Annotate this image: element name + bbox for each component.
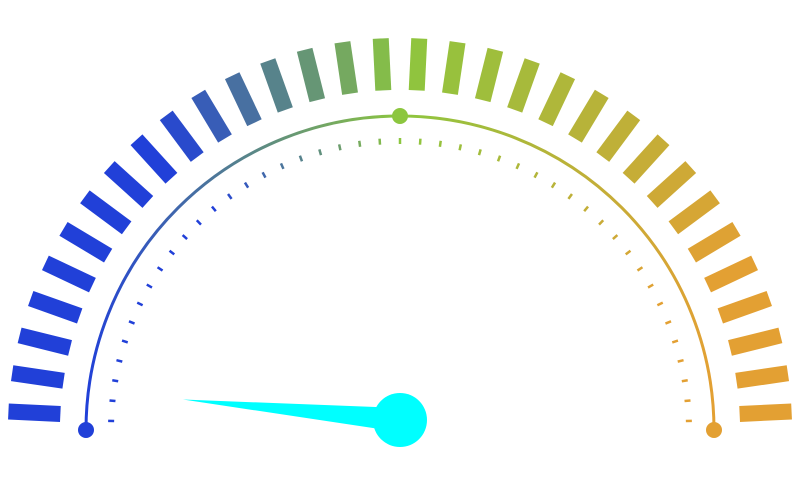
gauge-minor-tick xyxy=(156,266,164,272)
gauge-minor-tick xyxy=(298,155,304,162)
gauge-segment xyxy=(10,365,65,389)
gauge-segment xyxy=(334,41,358,95)
gauge-minor-tick xyxy=(598,219,605,226)
gauge-minor-tick xyxy=(671,339,679,344)
gauge-segment xyxy=(668,190,720,235)
gauge-segment xyxy=(17,327,72,356)
gauge-segment xyxy=(596,110,641,162)
gauge-minor-tick xyxy=(146,283,153,289)
gauge-segment xyxy=(507,58,540,113)
gauge-minor-tick xyxy=(550,181,557,189)
gauge-minor-tick xyxy=(181,234,188,240)
gauge-minor-tick xyxy=(681,378,688,383)
gauge-segment xyxy=(728,327,783,356)
gauge-segment xyxy=(408,38,428,91)
gauge-minor-tick xyxy=(195,219,202,226)
gauge-minor-tick xyxy=(677,358,684,363)
gauge-minor-tick xyxy=(210,205,217,213)
gauge-minor-tick xyxy=(109,399,116,403)
gauge-minor-tick xyxy=(515,162,521,170)
gauge-segment xyxy=(568,89,609,143)
gauge-segment xyxy=(646,161,697,208)
gauge-minor-ticks xyxy=(108,138,692,423)
gauge-start-dot xyxy=(78,422,94,438)
gauge-segment xyxy=(739,403,792,422)
gauge-segment xyxy=(735,365,790,389)
gauge-segment xyxy=(474,47,504,103)
gauge-minor-tick xyxy=(477,149,482,156)
gauge-segment xyxy=(59,222,113,263)
gauge-segment xyxy=(704,255,759,293)
gauge-minor-tick xyxy=(647,283,654,289)
gauge-minor-tick xyxy=(243,181,250,189)
gauge-minor-tick xyxy=(112,378,119,383)
gauge-minor-tick xyxy=(438,140,442,147)
gauge-minor-tick xyxy=(168,249,176,256)
gauge-minor-tick xyxy=(684,399,691,403)
gauge-minor-tick xyxy=(583,205,590,213)
gauge-segment xyxy=(224,72,262,127)
gauge-minor-tick xyxy=(458,144,463,151)
gauge-end-dot xyxy=(706,422,722,438)
gauge-minor-tick xyxy=(136,301,144,307)
gauge-segment xyxy=(717,290,772,324)
gauge-segment xyxy=(41,255,96,293)
gauge-segment xyxy=(296,47,326,103)
gauge-needle xyxy=(182,399,402,432)
gauge-segment xyxy=(103,161,154,208)
gauge-minor-tick xyxy=(656,301,664,307)
gauge-minor-tick xyxy=(116,358,123,363)
gauge-segment xyxy=(260,58,293,113)
gauge-segment xyxy=(80,190,132,235)
gauge-minor-tick xyxy=(636,266,644,272)
gauge-segment xyxy=(159,110,204,162)
gauge-minor-tick xyxy=(337,144,342,151)
gauge-segment xyxy=(191,89,232,143)
gauge-minor-tick xyxy=(128,320,136,325)
gauge-minor-tick xyxy=(612,234,619,240)
gauge-arc xyxy=(84,114,716,431)
gauge-segment xyxy=(8,403,61,422)
gauge-segment xyxy=(442,41,466,95)
gauge-segment xyxy=(622,134,670,184)
gauge-segment xyxy=(130,134,178,184)
gauge-segment xyxy=(687,222,741,263)
gauge-minor-tick xyxy=(496,155,502,162)
gauge-minor-tick xyxy=(121,339,129,344)
gauge-mid-dot xyxy=(392,108,408,124)
gauge-needle-hub xyxy=(373,393,427,447)
gauge-segments xyxy=(8,38,792,422)
gauge-segment xyxy=(372,38,392,91)
gauge-minor-tick xyxy=(279,162,285,170)
gauge-minor-tick xyxy=(227,193,233,200)
gauge-minor-tick xyxy=(358,140,362,147)
gauge-minor-tick xyxy=(318,149,323,156)
gauge-minor-tick xyxy=(533,171,539,179)
gauge-minor-tick xyxy=(567,193,573,200)
gauge-segment xyxy=(538,72,576,127)
gauge-segment xyxy=(28,290,83,324)
gauge-minor-tick xyxy=(261,171,267,179)
gauge-minor-tick xyxy=(624,249,632,256)
gauge-minor-tick xyxy=(664,320,672,325)
